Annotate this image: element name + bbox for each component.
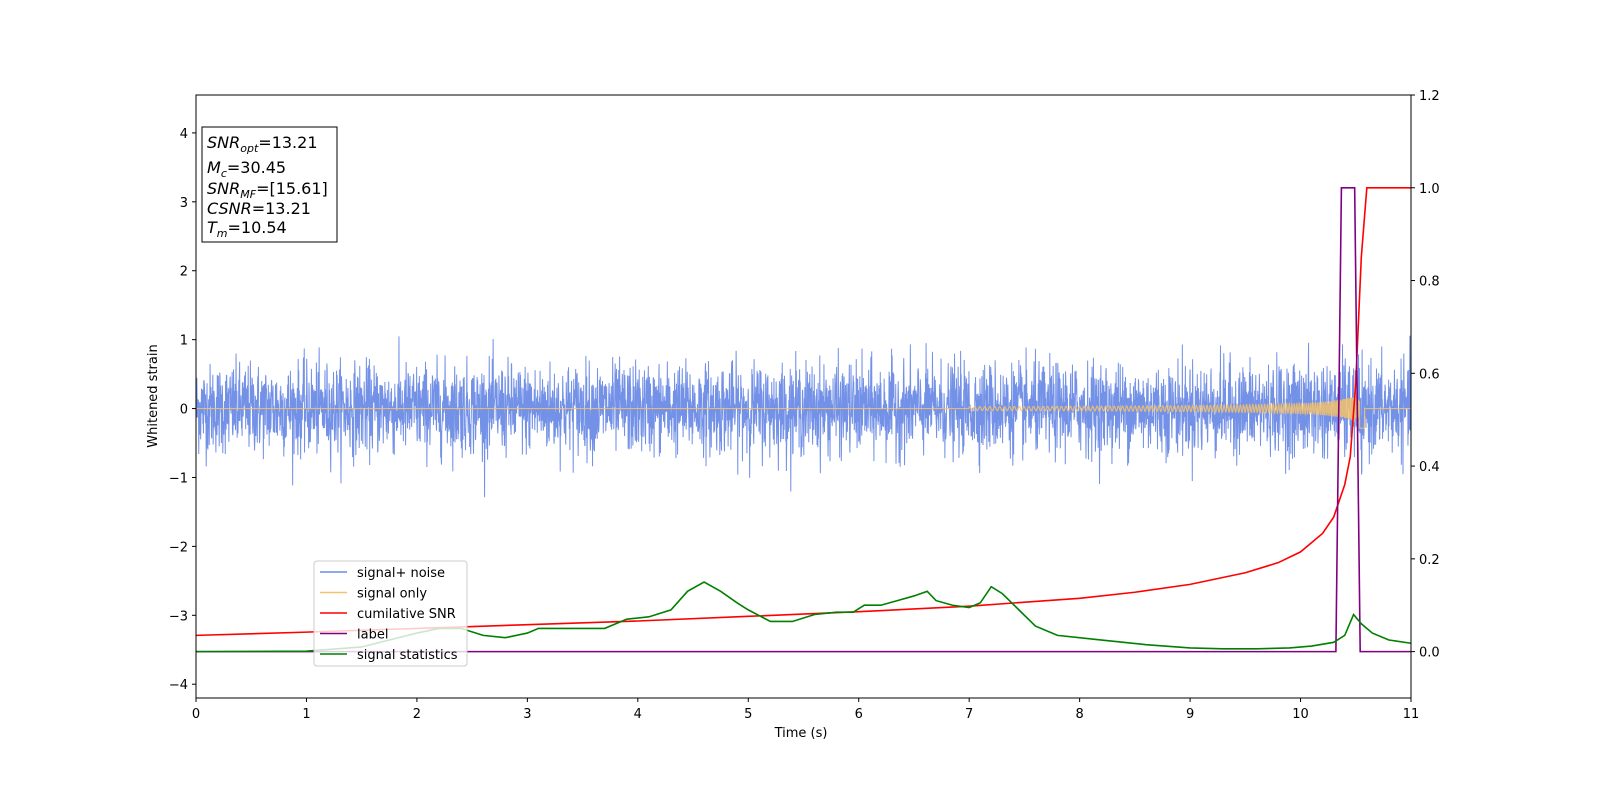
info-mc: Mc=30.45 xyxy=(207,158,286,180)
x-tick-label: 9 xyxy=(1186,707,1194,722)
series-cumulative-snr xyxy=(196,186,1411,637)
x-tick-label: 3 xyxy=(523,707,531,722)
legend-label: signal only xyxy=(357,587,427,602)
info-tm: Tm=10.54 xyxy=(207,218,287,240)
y-left-tick-label: 1 xyxy=(180,334,188,349)
x-tick-label: 2 xyxy=(413,707,421,722)
series-signal-noise xyxy=(196,335,1411,498)
y-left-tick-label: 2 xyxy=(180,265,188,280)
legend-label: signal+ noise xyxy=(357,566,445,581)
x-axis-title: Time (s) xyxy=(774,726,828,741)
y-left-tick-label: 0 xyxy=(180,403,188,418)
x-tick-label: 8 xyxy=(1075,707,1083,722)
y-left-tick-label: −1 xyxy=(169,471,188,486)
y-left-tick-label: 3 xyxy=(180,196,188,211)
axes-layer: 0 1 2 3 4 5 6 7 8 9 10 11 −4 −3 −2 −1 0 1 2 3 4 0.0 0.2 0.4 0.6 0… xyxy=(169,89,1440,722)
series-signal-only xyxy=(196,393,1411,429)
y-left-tick-label: −4 xyxy=(169,678,188,693)
y-left-tick-label: 4 xyxy=(180,127,188,142)
info-snr-mf: SNRMF=[15.61] xyxy=(207,179,328,201)
y-right-tick-label: 0.6 xyxy=(1419,367,1440,382)
y-right-tick-label: 0.8 xyxy=(1419,275,1440,290)
x-tick-label: 10 xyxy=(1292,707,1309,722)
y-right-tick-label: 1.0 xyxy=(1419,182,1440,197)
series-signal-statistics xyxy=(196,581,1411,653)
y-right-tick-label: 0.4 xyxy=(1419,460,1440,475)
series-layer xyxy=(196,186,1411,653)
x-tick-label: 11 xyxy=(1403,707,1420,722)
series-label xyxy=(196,186,1411,653)
x-tick-label: 6 xyxy=(855,707,863,722)
y-right-tick-label: 0.0 xyxy=(1419,646,1440,661)
legend-label: signal statistics xyxy=(357,648,458,663)
plot-frame xyxy=(195,94,1412,699)
y-left-tick-label: −2 xyxy=(169,540,188,555)
x-tick-label: 4 xyxy=(634,707,642,722)
x-tick-label: 1 xyxy=(302,707,310,722)
x-tick-label: 5 xyxy=(744,707,752,722)
y-right-tick-label: 0.2 xyxy=(1419,553,1440,568)
legend-frame xyxy=(313,560,468,667)
info-csnr: CSNR=13.21 xyxy=(207,199,311,218)
y-left-tick-label: −3 xyxy=(169,609,188,624)
legend: signal+ noise signal only cumilative SNR la… xyxy=(313,560,468,667)
info-box-frame xyxy=(201,126,338,243)
y-axis-title: Whitened strain xyxy=(146,344,161,447)
legend-label: cumilative SNR xyxy=(357,607,456,622)
info-snr-opt: SNRopt=13.21 xyxy=(207,133,318,155)
info-box: SNRopt=13.21 Mc=30.45 SNRMF=[15.61] CSNR… xyxy=(201,126,338,243)
x-tick-label: 7 xyxy=(965,707,973,722)
x-tick-label: 0 xyxy=(192,707,200,722)
legend-label: label xyxy=(357,628,388,643)
y-right-tick-label: 1.2 xyxy=(1419,89,1440,104)
